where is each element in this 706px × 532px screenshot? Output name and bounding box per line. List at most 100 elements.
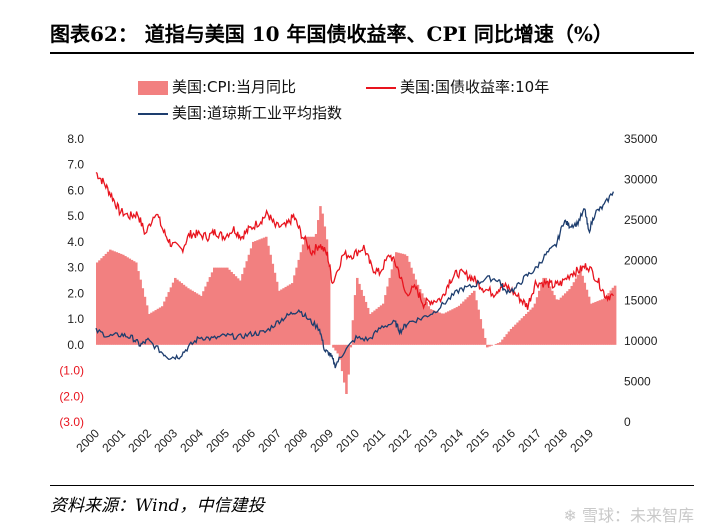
cpi-bar — [221, 267, 225, 345]
cpi-bar — [96, 262, 99, 345]
cpi-bar — [579, 270, 582, 345]
x-axis-tick: 2004 — [177, 426, 206, 455]
cpi-bar — [587, 296, 591, 345]
x-axis-tick: 2000 — [73, 426, 102, 455]
cpi-bar — [395, 252, 398, 345]
right-axis-tick: 10000 — [624, 334, 658, 348]
x-axis-tick: 2018 — [541, 426, 570, 455]
cpi-bar — [319, 206, 322, 345]
cpi-bar — [245, 261, 249, 345]
cpi-bar — [408, 261, 411, 345]
cpi-bar — [525, 313, 528, 345]
cpi-bar — [405, 255, 409, 345]
cpi-bar — [423, 297, 426, 345]
cpi-bar — [371, 312, 374, 345]
cpi-bar — [323, 226, 327, 345]
cpi-bar — [345, 344, 348, 394]
cpi-bar — [297, 259, 301, 345]
left-axis-tick: 0.0 — [67, 338, 84, 352]
cpi-bar — [271, 263, 275, 345]
x-axis-tick: 2011 — [360, 426, 388, 454]
cpi-bar — [243, 267, 246, 345]
cpi-bar — [401, 253, 405, 345]
cpi-bar — [501, 339, 504, 345]
left-axis-tick: 2.0 — [67, 286, 84, 300]
cpi-bar — [475, 300, 478, 345]
cpi-bar — [603, 298, 606, 345]
cpi-bar — [611, 287, 615, 345]
cpi-bar — [559, 297, 563, 345]
left-axis-tick: 7.0 — [67, 158, 84, 172]
cpi-bar — [317, 220, 320, 345]
x-axis-tick: 2010 — [333, 426, 362, 455]
cpi-bar — [139, 279, 142, 345]
cpi-bar — [531, 307, 535, 345]
cpi-bar — [187, 288, 190, 345]
cpi-bar — [486, 344, 489, 348]
cpi-bar — [538, 290, 541, 345]
cpi-bar — [592, 302, 595, 345]
cpi-bar — [542, 277, 545, 345]
cpi-bar — [364, 301, 368, 345]
cpi-bar — [434, 310, 437, 345]
source-rule — [50, 485, 694, 486]
cpi-bar — [100, 258, 103, 345]
cpi-bar — [384, 295, 387, 345]
cpi-bar — [392, 260, 396, 345]
x-axis-tick: 2012 — [385, 426, 414, 455]
cpi-bar — [165, 296, 168, 345]
cpi-bar — [206, 281, 210, 345]
legend-dow-swatch — [138, 112, 168, 115]
cpi-bar — [403, 254, 407, 345]
cpi-bar — [551, 290, 554, 345]
x-axis-tick: 2007 — [255, 426, 284, 455]
cpi-bar — [163, 301, 166, 345]
cpi-bar — [460, 303, 463, 345]
cpi-bar — [293, 275, 296, 345]
cpi-bar — [126, 257, 129, 345]
cpi-bar — [557, 299, 561, 345]
x-axis-tick: 2005 — [203, 426, 232, 455]
cpi-bar — [605, 295, 608, 345]
cpi-bar — [265, 236, 268, 345]
yield-line — [95, 171, 614, 310]
cpi-bar — [418, 289, 422, 345]
cpi-bar — [490, 344, 493, 346]
left-axis-tick: (2.0) — [59, 389, 84, 403]
cpi-bar — [252, 241, 255, 345]
x-axis-tick: 2014 — [437, 426, 466, 455]
cpi-bar — [156, 308, 160, 345]
cpi-bar — [301, 244, 305, 345]
legend-dow: 美国:道琼斯工业平均指数 — [138, 102, 342, 123]
cpi-bar — [217, 267, 220, 345]
cpi-bar — [561, 295, 565, 345]
cpi-bar — [527, 311, 530, 345]
cpi-bar — [102, 256, 106, 345]
cpi-bar — [572, 282, 576, 345]
x-axis-tick: 2017 — [515, 426, 544, 455]
cpi-bar — [189, 289, 192, 345]
cpi-bar — [106, 251, 110, 345]
cpi-bar — [340, 344, 344, 372]
cpi-bar — [137, 271, 140, 345]
cpi-bar — [535, 297, 539, 345]
cpi-bar — [499, 342, 502, 345]
cpi-bar — [202, 291, 205, 345]
cpi-bar — [397, 252, 400, 345]
cpi-bar — [564, 293, 567, 345]
left-axis-tick: (3.0) — [59, 415, 84, 429]
cpi-bar — [226, 267, 229, 345]
cpi-bar — [386, 286, 389, 345]
x-axis-tick: 2016 — [489, 426, 518, 455]
cpi-bar — [518, 320, 522, 345]
cpi-bar — [219, 267, 223, 345]
cpi-bar — [555, 299, 558, 345]
legend-dow-label: 美国:道琼斯工业平均指数 — [172, 104, 343, 122]
left-axis-tick: 4.0 — [67, 235, 84, 249]
cpi-bar — [167, 292, 171, 345]
cpi-bar — [132, 261, 136, 345]
cpi-bar — [507, 331, 511, 345]
cpi-bar — [239, 280, 242, 345]
cpi-bar — [241, 274, 244, 345]
cpi-bar — [208, 277, 212, 345]
